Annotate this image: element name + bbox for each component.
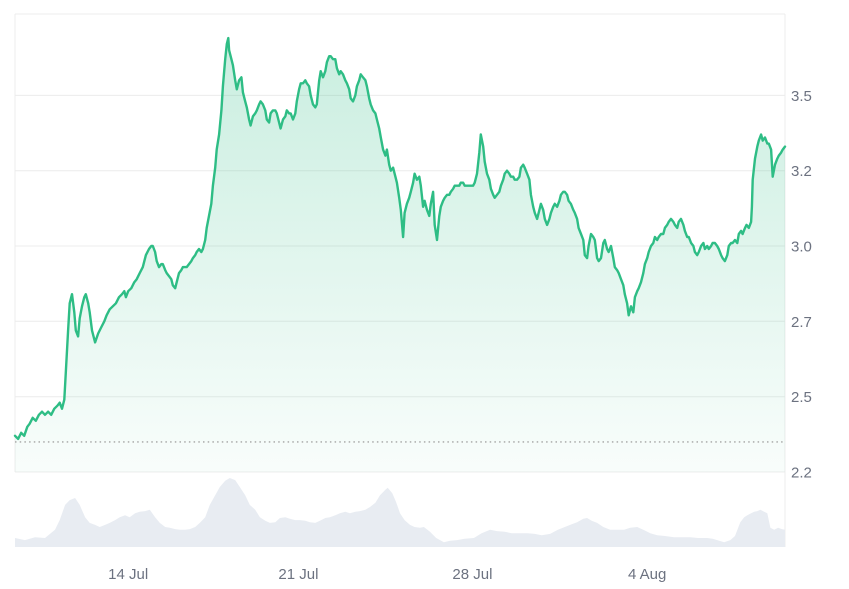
price-line — [13, 36, 787, 441]
y-axis-label: 2.7 — [791, 314, 812, 331]
x-axis-label: 14 Jul — [108, 566, 148, 583]
volume-series-area — [15, 478, 785, 547]
y-axis-label: 3.2 — [791, 163, 812, 180]
y-axis-label: 2.5 — [791, 389, 812, 406]
y-axis-label: 3.0 — [791, 239, 812, 256]
x-axis-label: 4 Aug — [628, 566, 666, 583]
x-axis-label: 28 Jul — [452, 566, 492, 583]
y-axis-label: 2.2 — [791, 465, 812, 482]
x-axis-label: 21 Jul — [278, 566, 318, 583]
y-axis-label: 3.5 — [791, 88, 812, 105]
price-area-fill — [15, 38, 785, 472]
